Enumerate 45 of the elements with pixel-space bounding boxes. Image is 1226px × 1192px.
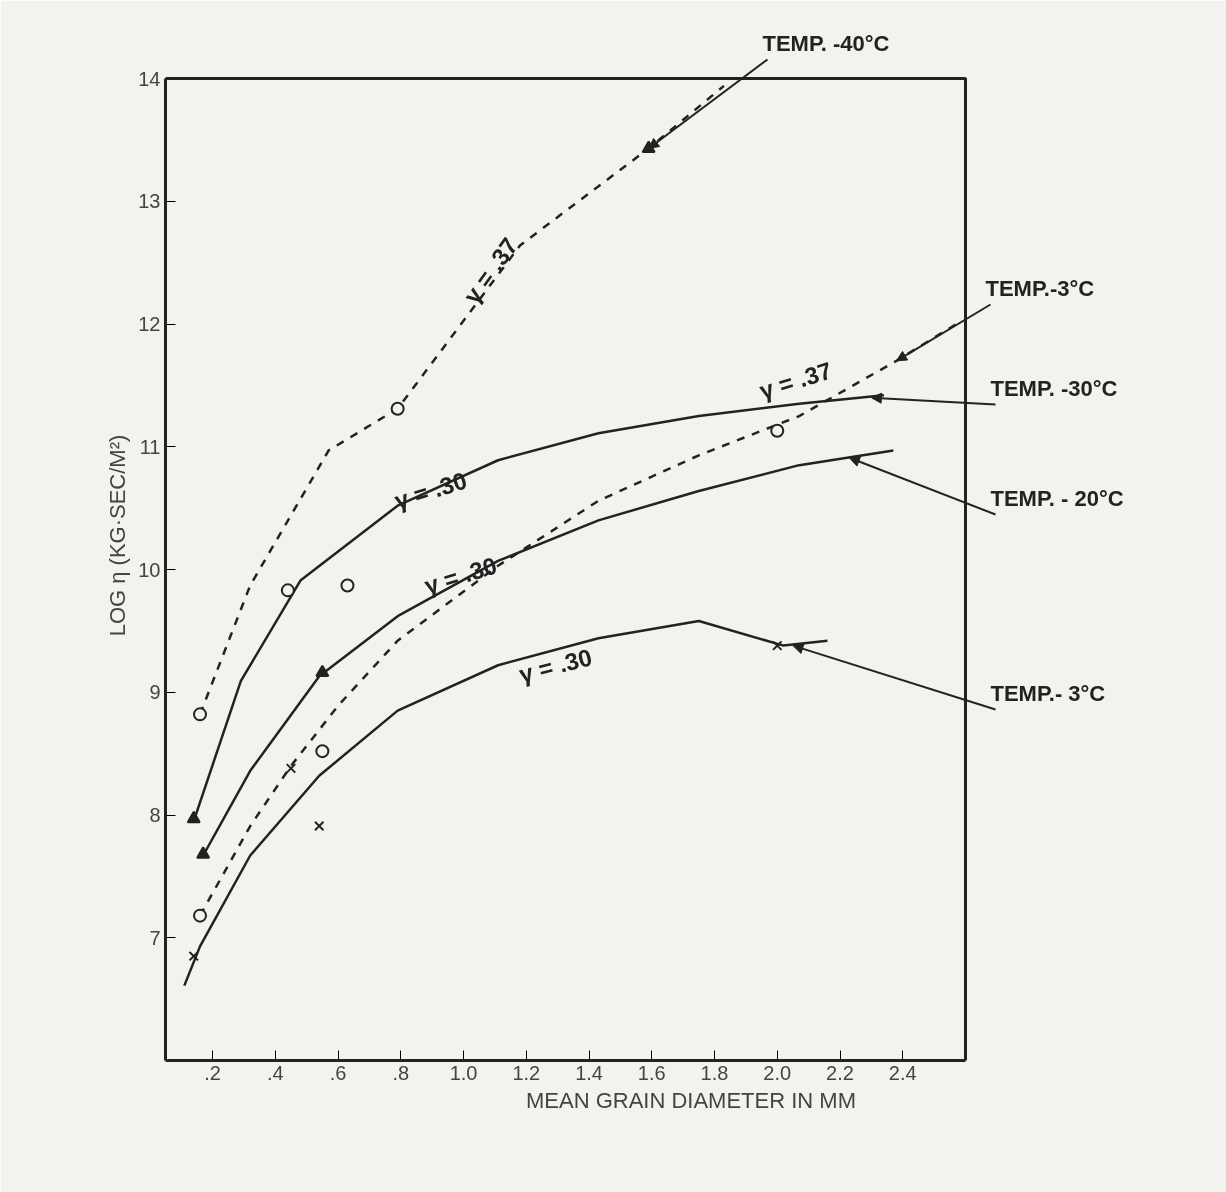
x-tick-label: .6 xyxy=(329,1061,347,1084)
annotation: TEMP.- 3°C xyxy=(990,680,1106,706)
x-tick-label: .2 xyxy=(204,1061,221,1084)
point xyxy=(315,664,330,678)
point xyxy=(315,744,330,759)
point xyxy=(193,908,208,923)
y-tick-label: 7 xyxy=(149,926,161,949)
annotation: TEMP. -30°C xyxy=(990,375,1118,401)
y-tick-label: 10 xyxy=(138,558,161,581)
x-tick-label: 1.6 xyxy=(637,1061,666,1084)
point xyxy=(772,640,783,651)
x-tick-label: .4 xyxy=(266,1061,284,1084)
point xyxy=(340,578,355,593)
annotation: TEMP. -40°C xyxy=(762,30,890,56)
y-tick-label: 13 xyxy=(138,190,161,213)
point xyxy=(280,583,295,598)
annotation: TEMP.-3°C xyxy=(985,275,1095,301)
y-tick-label: 14 xyxy=(138,67,161,90)
annotation: γ = .30 xyxy=(516,643,595,688)
x-tick-label: .8 xyxy=(392,1061,410,1084)
x-tick-label: 1.8 xyxy=(700,1061,729,1084)
point xyxy=(770,423,785,438)
y-tick-label: 11 xyxy=(139,435,161,458)
x-tick-label: 1.2 xyxy=(512,1061,541,1084)
annotation: TEMP. - 20°C xyxy=(990,485,1124,511)
point xyxy=(285,763,297,774)
x-tick-label: 2.2 xyxy=(826,1061,854,1084)
line-series xyxy=(183,619,829,987)
annotation: γ = .37 xyxy=(457,232,523,309)
annotation: γ = .37 xyxy=(756,356,835,405)
point xyxy=(313,820,325,832)
x-tick-label: 1.0 xyxy=(449,1061,478,1084)
x-axis-title: MEAN GRAIN DIAMETER IN MM xyxy=(525,1087,857,1113)
y-axis-title: LOG η (KG·SEC/M²) xyxy=(105,434,131,637)
point xyxy=(186,810,201,824)
point xyxy=(196,846,211,859)
y-tick-label: 12 xyxy=(138,313,161,335)
point xyxy=(188,950,199,962)
y-tick-label: 9 xyxy=(149,681,161,704)
point xyxy=(193,707,208,722)
point xyxy=(390,401,405,416)
x-tick-label: 2.0 xyxy=(763,1061,792,1084)
x-tick-label: 1.4 xyxy=(575,1061,603,1084)
x-tick-label: 2.4 xyxy=(888,1061,917,1084)
y-tick-label: 8 xyxy=(149,804,161,826)
